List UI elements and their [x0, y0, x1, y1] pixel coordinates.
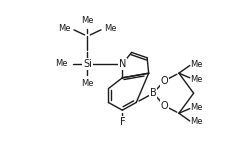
- Text: Me: Me: [58, 24, 70, 33]
- Text: Me: Me: [104, 24, 117, 33]
- Text: Me: Me: [56, 59, 68, 69]
- Text: Me: Me: [190, 75, 203, 84]
- Text: O: O: [160, 100, 168, 111]
- Text: N: N: [119, 59, 126, 69]
- Text: Me: Me: [190, 60, 203, 69]
- Text: F: F: [120, 117, 125, 127]
- Text: Me: Me: [190, 117, 203, 126]
- Text: Si: Si: [83, 59, 92, 69]
- Text: B: B: [150, 88, 157, 98]
- Text: Me: Me: [81, 16, 94, 25]
- Text: Me: Me: [190, 103, 203, 112]
- Text: O: O: [160, 76, 168, 86]
- Text: Me: Me: [81, 79, 94, 88]
